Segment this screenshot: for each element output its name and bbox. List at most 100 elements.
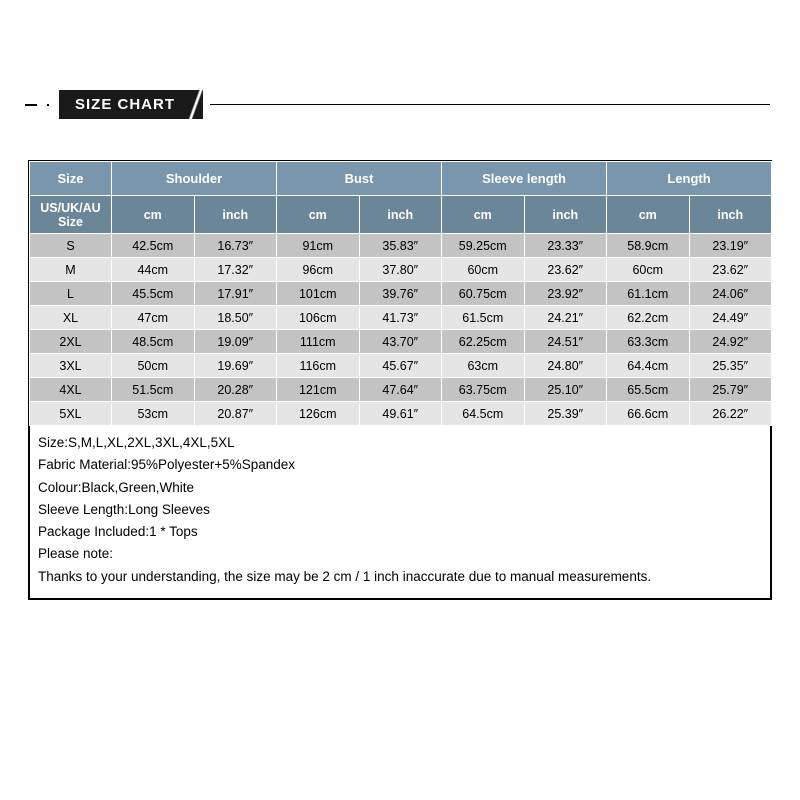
table-cell: S (30, 234, 112, 258)
table-cell: 96cm (277, 258, 360, 282)
title-underline (210, 104, 770, 105)
table-cell: 19.69″ (194, 354, 277, 378)
dash-right-icon (47, 104, 49, 106)
table-cell: 44cm (112, 258, 195, 282)
table-cell: 62.2cm (607, 306, 690, 330)
note-line: Please note: (38, 543, 762, 565)
table-cell: 51.5cm (112, 378, 195, 402)
table-row: XL47cm18.50″106cm41.73″61.5cm24.21″62.2c… (30, 306, 772, 330)
table-cell: 25.39″ (524, 402, 607, 426)
table-cell: 25.79″ (689, 378, 772, 402)
table-cell: 66.6cm (607, 402, 690, 426)
sub-header-length-inch: inch (689, 196, 772, 234)
table-cell: 111cm (277, 330, 360, 354)
table-cell: 60cm (607, 258, 690, 282)
table-cell: 3XL (30, 354, 112, 378)
table-header-row-1: Size Shoulder Bust Sleeve length Length (30, 162, 772, 196)
table-cell: 45.67″ (359, 354, 442, 378)
table-cell: 64.4cm (607, 354, 690, 378)
table-row: L45.5cm17.91″101cm39.76″60.75cm23.92″61.… (30, 282, 772, 306)
table-cell: 23.62″ (524, 258, 607, 282)
table-cell: 62.25cm (442, 330, 525, 354)
note-line: Colour:Black,Green,White (38, 477, 762, 499)
table-cell: 17.32″ (194, 258, 277, 282)
table-cell: 48.5cm (112, 330, 195, 354)
table-cell: 101cm (277, 282, 360, 306)
table-cell: 61.5cm (442, 306, 525, 330)
table-cell: 47cm (112, 306, 195, 330)
col-header-shoulder: Shoulder (112, 162, 277, 196)
table-cell: L (30, 282, 112, 306)
dash-left-icon (25, 104, 37, 106)
table-row: 5XL53cm20.87″126cm49.61″64.5cm25.39″66.6… (30, 402, 772, 426)
note-line: Fabric Material:95%Polyester+5%Spandex (38, 454, 762, 476)
table-cell: 47.64″ (359, 378, 442, 402)
table-cell: XL (30, 306, 112, 330)
sub-header-sleeve-inch: inch (524, 196, 607, 234)
table-cell: 58.9cm (607, 234, 690, 258)
sub-header-bust-cm: cm (277, 196, 360, 234)
table-cell: 23.92″ (524, 282, 607, 306)
sub-header-sleeve-cm: cm (442, 196, 525, 234)
table-cell: 42.5cm (112, 234, 195, 258)
table-cell: 24.49″ (689, 306, 772, 330)
table-cell: 24.51″ (524, 330, 607, 354)
table-cell: 91cm (277, 234, 360, 258)
table-cell: 39.76″ (359, 282, 442, 306)
sub-header-size: US/UK/AU Size (30, 196, 112, 234)
table-cell: 53cm (112, 402, 195, 426)
table-body: S42.5cm16.73″91cm35.83″59.25cm23.33″58.9… (30, 234, 772, 426)
col-header-length: Length (607, 162, 772, 196)
table-cell: 60.75cm (442, 282, 525, 306)
table-cell: 19.09″ (194, 330, 277, 354)
col-header-size: Size (30, 162, 112, 196)
table-cell: 116cm (277, 354, 360, 378)
note-line: Size:S,M,L,XL,2XL,3XL,4XL,5XL (38, 432, 762, 454)
table-row: 4XL51.5cm20.28″121cm47.64″63.75cm25.10″6… (30, 378, 772, 402)
table-cell: 63.3cm (607, 330, 690, 354)
table-row: M44cm17.32″96cm37.80″60cm23.62″60cm23.62… (30, 258, 772, 282)
table-cell: 37.80″ (359, 258, 442, 282)
size-chart-table: Size Shoulder Bust Sleeve length Length … (29, 161, 772, 426)
table-row: S42.5cm16.73″91cm35.83″59.25cm23.33″58.9… (30, 234, 772, 258)
sub-header-shoulder-cm: cm (112, 196, 195, 234)
notes-box: Size:S,M,L,XL,2XL,3XL,4XL,5XLFabric Mate… (29, 426, 771, 599)
note-line: Package Included:1 * Tops (38, 521, 762, 543)
table-cell: 63.75cm (442, 378, 525, 402)
table-row: 2XL48.5cm19.09″111cm43.70″62.25cm24.51″6… (30, 330, 772, 354)
table-row: 3XL50cm19.69″116cm45.67″63cm24.80″64.4cm… (30, 354, 772, 378)
size-chart-container: Size Shoulder Bust Sleeve length Length … (28, 160, 772, 600)
table-cell: 64.5cm (442, 402, 525, 426)
table-cell: 20.28″ (194, 378, 277, 402)
table-cell: 60cm (442, 258, 525, 282)
table-cell: 24.06″ (689, 282, 772, 306)
table-cell: 25.10″ (524, 378, 607, 402)
table-cell: 20.87″ (194, 402, 277, 426)
note-line: Sleeve Length:Long Sleeves (38, 499, 762, 521)
table-cell: 25.35″ (689, 354, 772, 378)
table-cell: 24.21″ (524, 306, 607, 330)
table-cell: 45.5cm (112, 282, 195, 306)
table-cell: 2XL (30, 330, 112, 354)
title-header: SIZE CHART (25, 90, 203, 119)
note-line: Thanks to your understanding, the size m… (38, 566, 762, 588)
sub-header-length-cm: cm (607, 196, 690, 234)
table-cell: 106cm (277, 306, 360, 330)
table-cell: 65.5cm (607, 378, 690, 402)
table-cell: 18.50″ (194, 306, 277, 330)
table-cell: 4XL (30, 378, 112, 402)
sub-header-shoulder-inch: inch (194, 196, 277, 234)
col-header-sleeve: Sleeve length (442, 162, 607, 196)
table-cell: 50cm (112, 354, 195, 378)
table-cell: 24.80″ (524, 354, 607, 378)
table-cell: 63cm (442, 354, 525, 378)
table-cell: 121cm (277, 378, 360, 402)
table-cell: 126cm (277, 402, 360, 426)
table-cell: 61.1cm (607, 282, 690, 306)
table-cell: M (30, 258, 112, 282)
table-header-row-2: US/UK/AU Size cm inch cm inch cm inch cm… (30, 196, 772, 234)
table-cell: 23.62″ (689, 258, 772, 282)
sub-header-bust-inch: inch (359, 196, 442, 234)
table-cell: 5XL (30, 402, 112, 426)
table-cell: 26.22″ (689, 402, 772, 426)
